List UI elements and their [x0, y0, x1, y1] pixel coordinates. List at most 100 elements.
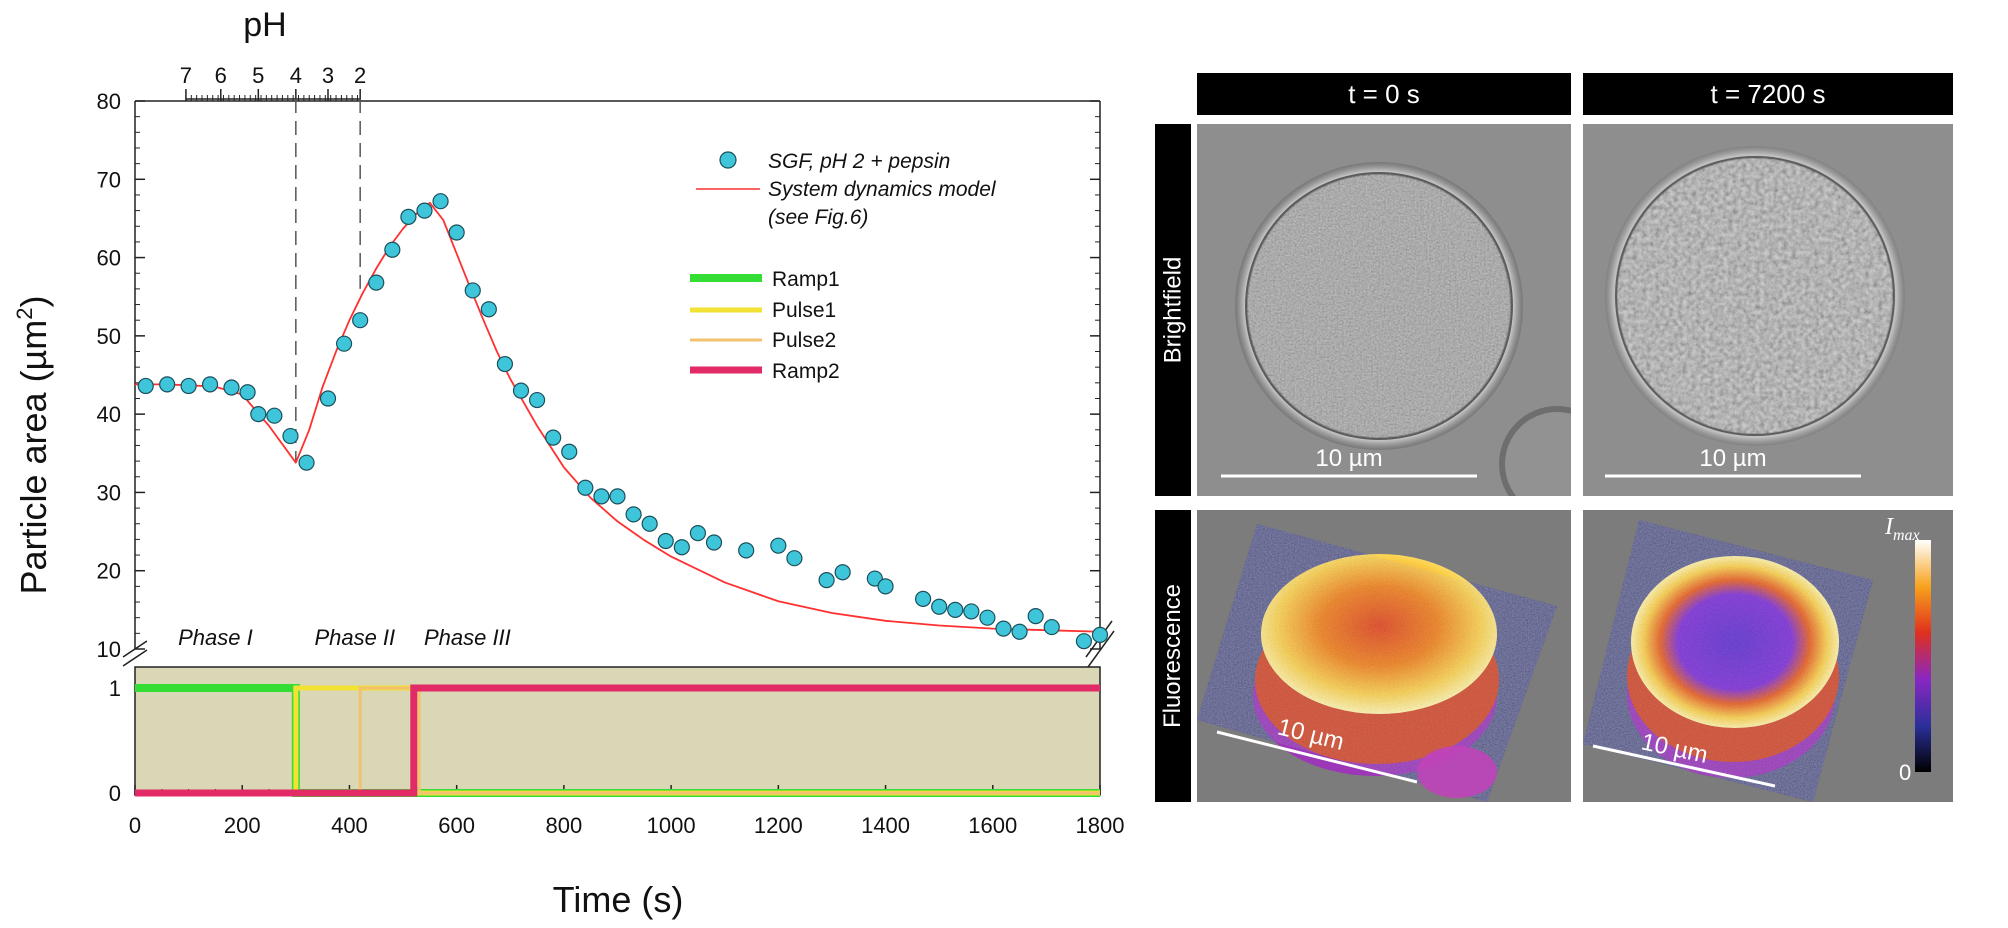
phase-label: Phase II — [314, 625, 395, 650]
data-point — [545, 429, 562, 446]
x-tick-label: 1400 — [861, 813, 910, 838]
data-point — [180, 377, 197, 395]
data-point — [947, 601, 964, 618]
data-point — [1043, 618, 1060, 636]
data-point — [577, 479, 594, 496]
legend-label-model: System dynamics model — [768, 178, 997, 201]
lower-y-tick-label: 1 — [109, 676, 121, 701]
colorbar-max-label: Imax — [1884, 514, 1920, 544]
data-point — [400, 208, 417, 225]
ph-tick-label: 7 — [180, 63, 192, 88]
data-point — [641, 515, 658, 532]
data-point — [266, 407, 283, 424]
data-point — [352, 312, 369, 329]
row-header-brightfield: Brightfield — [1155, 124, 1191, 496]
phase-label: Phase I — [178, 625, 253, 650]
data-point — [137, 377, 154, 395]
data-point — [738, 542, 755, 559]
data-point — [496, 355, 514, 373]
ph-tick-label: 4 — [290, 63, 302, 88]
data-point — [250, 406, 267, 423]
colorbar — [1915, 540, 1931, 772]
x-tick-label: 400 — [331, 813, 368, 838]
row-label-fluorescence: Fluorescence — [1159, 583, 1187, 729]
data-point — [593, 488, 610, 505]
data-point — [159, 376, 176, 393]
data-point — [1011, 623, 1028, 640]
top-axis-label: pH — [243, 6, 286, 44]
model-curve-layer — [135, 201, 1100, 633]
data-point — [239, 384, 256, 401]
legend-label-ramp1: Ramp1 — [772, 268, 840, 291]
y-tick-label: 10 — [97, 637, 121, 662]
legend-label-pulse1: Pulse1 — [772, 299, 836, 322]
data-point — [335, 335, 353, 352]
x-tick-label: 200 — [224, 813, 261, 838]
data-point — [416, 202, 433, 219]
row-label-brightfield: Brightfield — [1159, 256, 1187, 364]
data-point — [480, 301, 497, 318]
brightfield-t7200-image: 10 µm — [1583, 124, 1953, 496]
legend-marker — [719, 151, 737, 169]
data-point — [609, 488, 626, 505]
data-point — [625, 506, 642, 523]
y-tick-label: 50 — [97, 324, 121, 349]
data-point — [432, 193, 449, 210]
phase-label: Phase III — [424, 625, 511, 650]
legend: SGF, pH 2 + pepsin System dynamics model… — [690, 150, 997, 383]
data-point — [963, 603, 980, 620]
y-axis-label: Particle area (µm2) — [12, 295, 54, 594]
data-point — [282, 427, 299, 445]
data-point — [448, 224, 465, 241]
model-curve — [135, 201, 1100, 633]
legend-label-model-ref: (see Fig.6) — [768, 206, 868, 229]
fluorescence-t0-image: 10 µm — [1197, 510, 1571, 802]
data-point — [786, 550, 803, 567]
data-point — [1091, 626, 1109, 644]
x-tick-label: 600 — [438, 813, 475, 838]
ph-tick-label: 3 — [322, 63, 334, 88]
scale-bar-label: 10 µm — [1315, 445, 1382, 472]
data-point — [673, 539, 690, 556]
y-tick-label: 40 — [97, 402, 121, 427]
x-tick-label: 800 — [546, 813, 583, 838]
data-point — [657, 532, 674, 550]
column-header-t7200: t = 7200 s — [1583, 73, 1953, 115]
data-point — [298, 454, 315, 471]
x-axis-label: Time (s) — [553, 879, 684, 920]
y-tick-label: 30 — [97, 480, 121, 505]
data-point — [931, 598, 948, 615]
x-tick-label: 1600 — [968, 813, 1017, 838]
scale-bar-label: 10 µm — [1699, 445, 1766, 472]
data-point — [818, 572, 835, 589]
data-point — [561, 443, 578, 460]
data-point — [464, 282, 481, 299]
y-tick-label: 80 — [97, 89, 121, 114]
lower-y-tick-label: 0 — [109, 781, 121, 806]
legend-label-pulse2: Pulse2 — [772, 329, 836, 352]
data-point — [1075, 633, 1093, 650]
data-point — [689, 525, 707, 542]
legend-label-ramp2: Ramp2 — [772, 360, 840, 383]
y-tick-label: 60 — [97, 246, 121, 271]
data-point — [528, 391, 546, 409]
data-points-layer — [137, 193, 1109, 650]
ph-tick-label: 5 — [252, 63, 264, 88]
data-point — [201, 376, 219, 393]
data-point — [877, 578, 894, 595]
x-tick-label: 1800 — [1076, 813, 1125, 838]
legend-label-data: SGF, pH 2 + pepsin — [768, 150, 950, 173]
x-tick-label: 1000 — [647, 813, 696, 838]
data-point — [368, 274, 385, 291]
colorbar-min-label: 0 — [1899, 760, 1911, 785]
data-point — [1027, 608, 1044, 625]
data-point — [979, 609, 996, 626]
data-point — [384, 241, 401, 258]
row-header-fluorescence: Fluorescence — [1155, 510, 1191, 802]
data-point — [705, 534, 723, 551]
ph-tick-label: 2 — [354, 63, 366, 88]
y-tick-label: 20 — [97, 559, 121, 584]
step-series-layer — [135, 684, 1100, 797]
